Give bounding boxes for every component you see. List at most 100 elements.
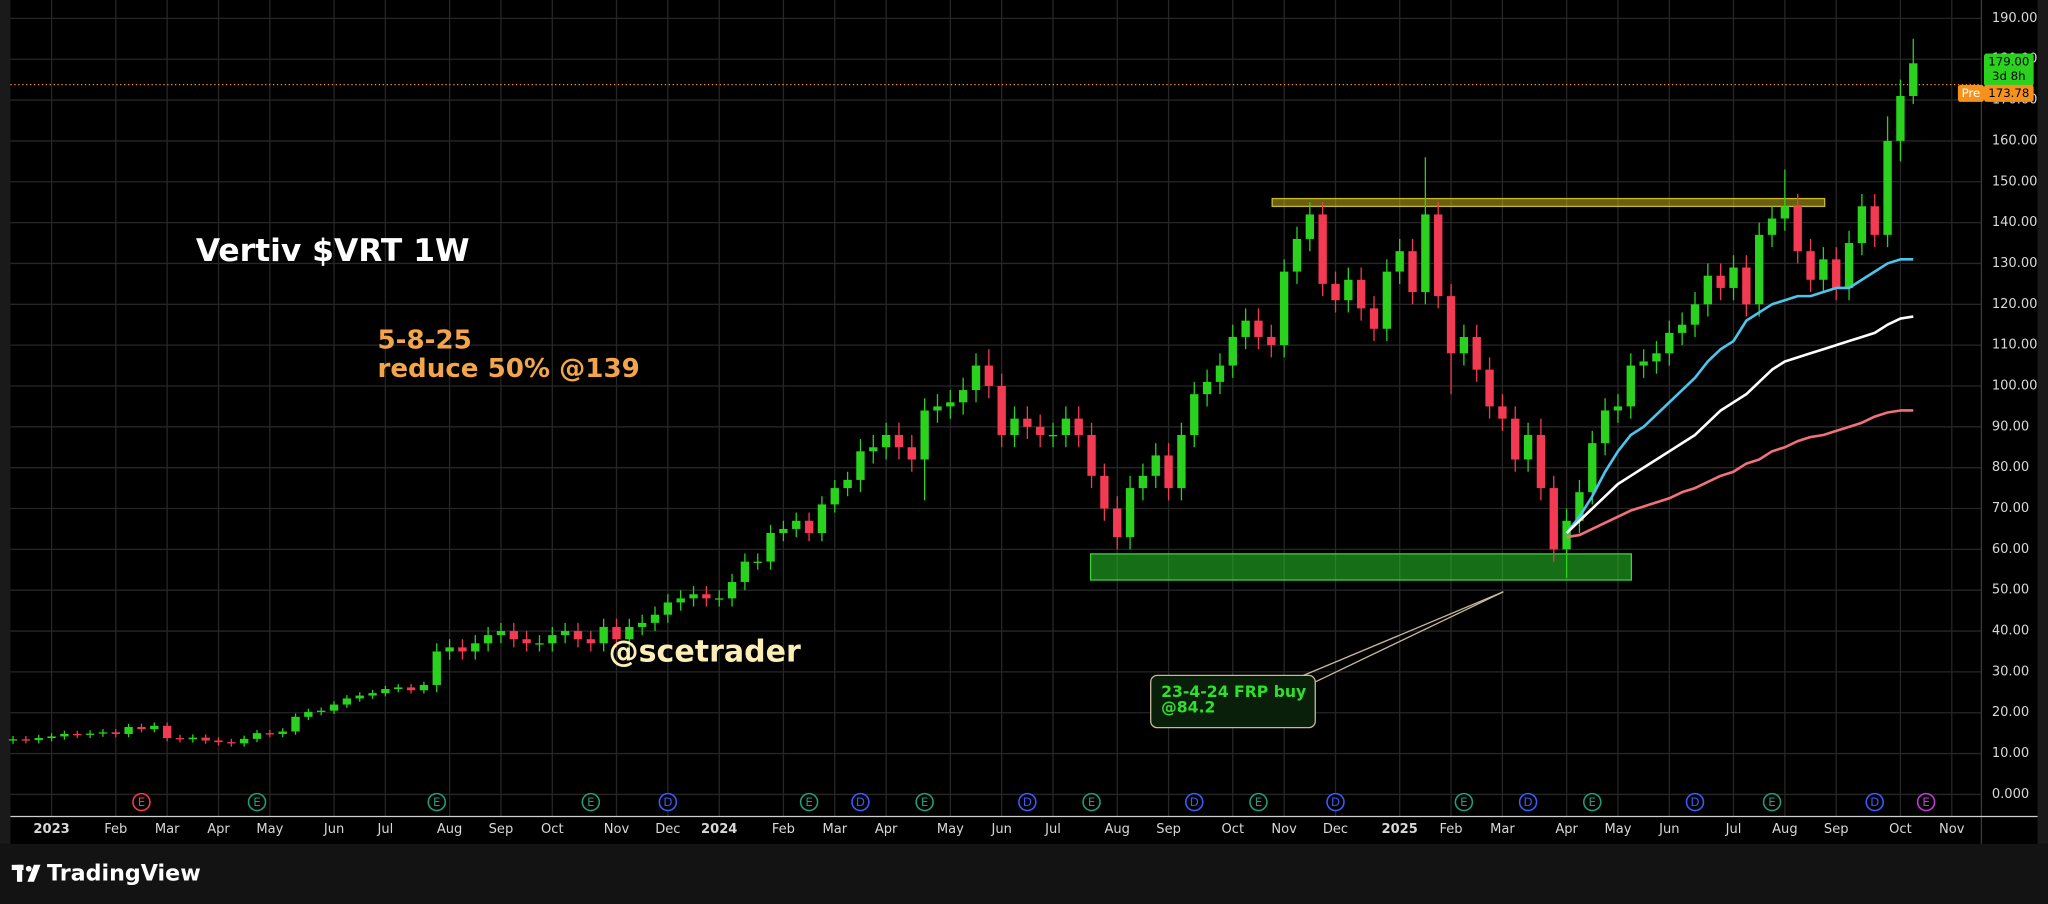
candle-body — [881, 434, 891, 448]
x-tick-label: May — [1604, 822, 1631, 837]
candle-body — [753, 561, 762, 563]
candle-body — [856, 451, 865, 480]
candle-body — [317, 710, 326, 712]
candle-body — [1819, 259, 1828, 280]
callout-pointer — [1303, 591, 1504, 676]
candle-body — [1690, 304, 1700, 325]
x-tick-label: Oct — [1222, 822, 1245, 837]
x-tick-label: 2024 — [701, 822, 737, 837]
candle-body — [522, 639, 531, 644]
candle-body — [779, 528, 788, 534]
candle-body — [1434, 214, 1443, 297]
candle-body — [804, 520, 814, 534]
candle-body — [1151, 455, 1160, 476]
candle-body — [573, 631, 583, 640]
y-tick-label: 140.00 — [1992, 215, 2038, 230]
candle-body — [971, 365, 981, 391]
candle-body — [1793, 206, 1802, 252]
callout-box — [1150, 674, 1316, 729]
candle-body — [997, 385, 1006, 435]
candle-body — [869, 447, 878, 452]
event-label: D — [663, 795, 672, 809]
candle-body — [676, 598, 685, 603]
candle-body — [1806, 251, 1815, 280]
last-price-tag — [1984, 53, 2034, 87]
candle-body — [85, 733, 95, 735]
candle-body — [1755, 234, 1764, 305]
x-tick-label: Jul — [377, 822, 394, 837]
candle-body — [766, 533, 775, 562]
x-tick-label: Aug — [1772, 822, 1797, 837]
x-tick-label: Mar — [822, 822, 847, 837]
candle-body — [1318, 214, 1327, 284]
event-label: E — [1922, 795, 1929, 809]
event-marker — [1685, 792, 1705, 812]
event-label: E — [433, 795, 440, 809]
candle-body — [1356, 279, 1366, 309]
candle-body — [1472, 336, 1481, 370]
candle-body — [535, 643, 544, 645]
candle-body — [394, 687, 403, 690]
candle-body — [1665, 332, 1674, 354]
candle-body — [1549, 488, 1558, 550]
candle-body — [1780, 206, 1790, 219]
candle-body — [111, 732, 120, 734]
y-tick-label: 190.00 — [1992, 11, 2038, 26]
candle-body — [1626, 365, 1635, 407]
x-tick-label: Aug — [437, 822, 462, 837]
candle-body — [21, 739, 31, 741]
x-tick-label: Jul — [1044, 822, 1061, 837]
candle-body — [1279, 271, 1289, 346]
candle-body — [1677, 324, 1687, 333]
x-tick-label: Feb — [1439, 822, 1462, 837]
candle-body — [1844, 243, 1854, 288]
y-tick-label: 40.00 — [1992, 624, 2029, 639]
premarket-price-tag — [1984, 84, 2034, 102]
candle-body — [458, 647, 467, 652]
event-marker — [799, 792, 819, 812]
candle-body — [1883, 140, 1892, 235]
event-label: D — [856, 795, 865, 809]
event-marker — [1454, 792, 1474, 812]
candle-body — [1742, 267, 1751, 305]
event-label: D — [1524, 795, 1533, 809]
candle-body — [1010, 418, 1019, 435]
y-tick-label: 20.00 — [1992, 705, 2029, 720]
candle-body — [73, 733, 82, 736]
candle-body — [471, 643, 480, 652]
event-marker — [1583, 792, 1602, 812]
x-tick-label: Jul — [1725, 822, 1742, 837]
candle-body — [1909, 63, 1918, 96]
note-date: 5-8-25 — [377, 325, 471, 355]
candle-body — [1870, 206, 1879, 235]
candle-body — [715, 598, 724, 600]
support-zone — [1089, 553, 1632, 581]
candle-body — [792, 520, 801, 529]
candle-body — [188, 737, 197, 740]
candle-body — [1729, 267, 1738, 288]
axes: 0.000 10.00 20.00 30.00 40.00 50.00 60.00 70.00… — [33, 11, 2037, 837]
candle-body — [162, 725, 172, 739]
candle-body — [1421, 214, 1430, 293]
premarket-tag — [1957, 84, 1984, 102]
candle-body — [599, 626, 608, 644]
candle-body — [817, 504, 827, 534]
x-tick-label: Aug — [1104, 822, 1129, 837]
candle-body — [1408, 251, 1417, 293]
event-marker — [427, 792, 447, 812]
callout-pointer — [1314, 591, 1504, 683]
event-marker — [1018, 792, 1037, 812]
x-tick-label: Mar — [1490, 822, 1515, 837]
x-tick-label: Feb — [772, 822, 795, 837]
candle-body — [98, 732, 108, 734]
x-tick-label: Dec — [655, 822, 680, 837]
candle-body — [1857, 206, 1867, 244]
y-tick-label: 70.00 — [1992, 501, 2029, 516]
note-action: reduce 50% @139 — [377, 354, 639, 384]
candle-body — [1382, 271, 1392, 329]
candle-body — [1023, 418, 1032, 427]
brand-name: TradingView — [47, 860, 201, 886]
event-marker — [1249, 792, 1268, 812]
